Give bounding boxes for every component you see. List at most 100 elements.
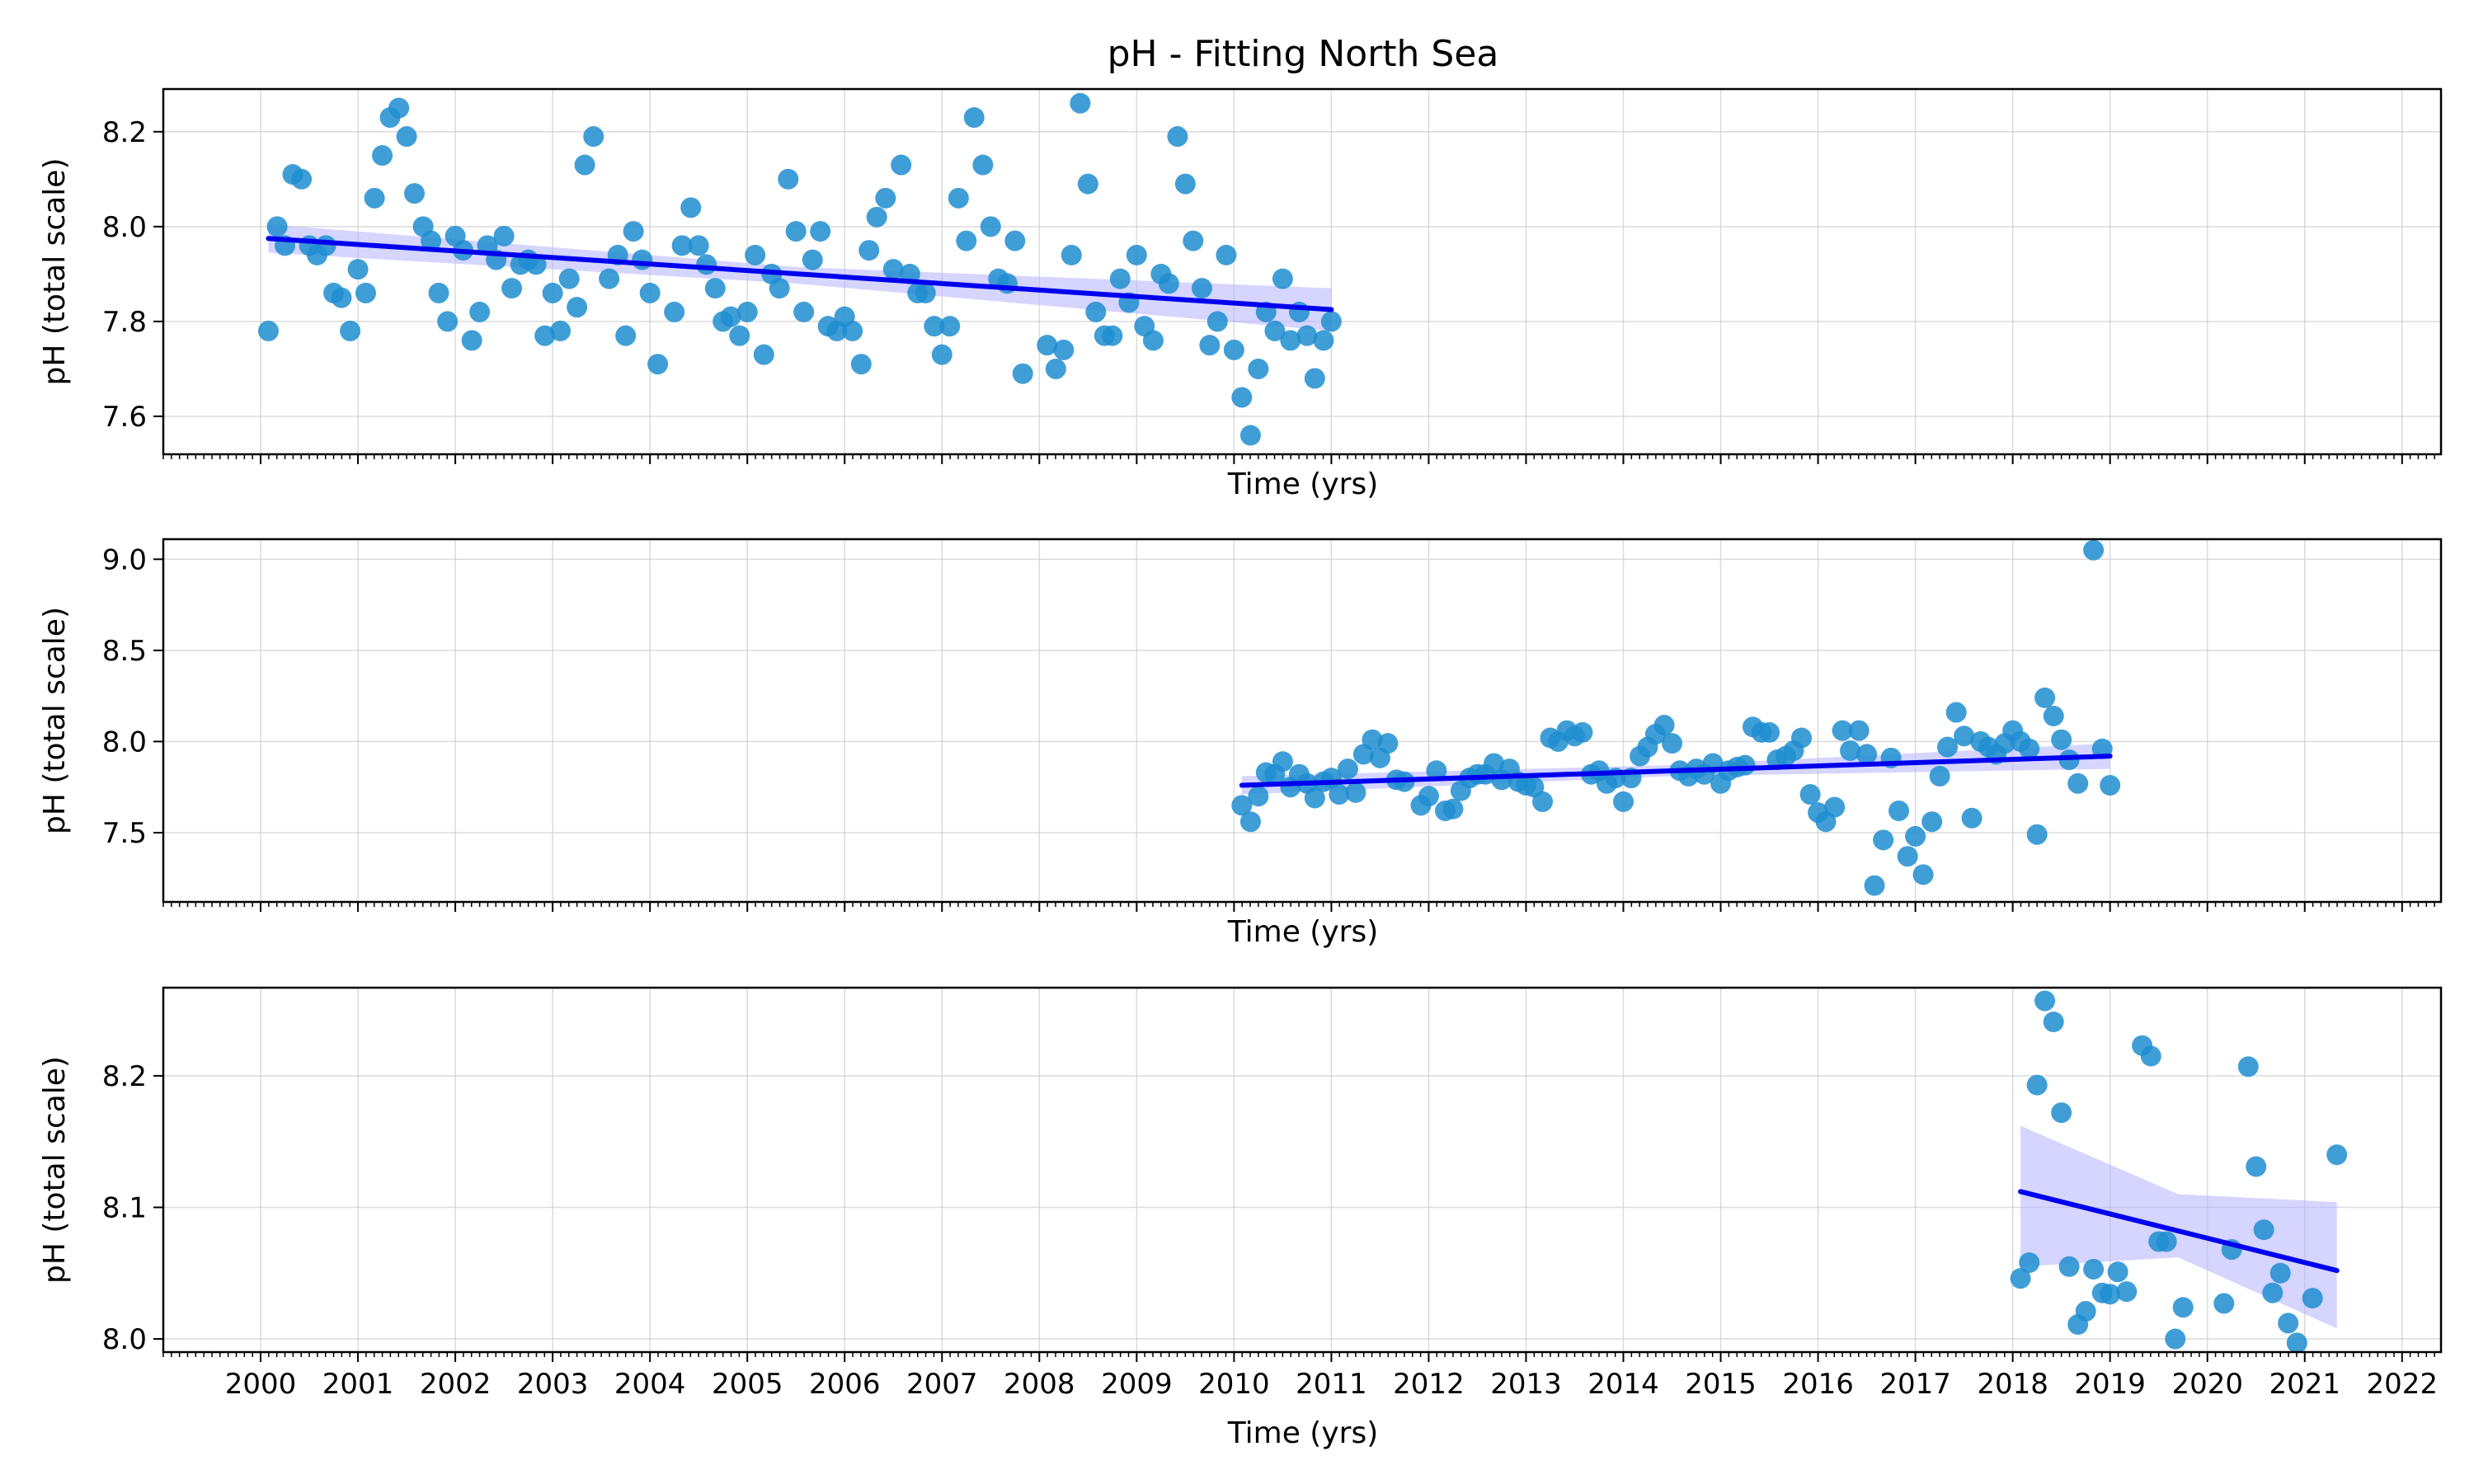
data-point	[1313, 330, 1334, 351]
data-point	[2326, 1144, 2348, 1166]
data-point	[1296, 325, 1318, 346]
data-point	[1888, 800, 1910, 821]
data-point	[355, 282, 377, 303]
data-point	[1191, 278, 1212, 299]
data-point	[2043, 1011, 2064, 1032]
data-point	[1126, 244, 1147, 265]
x-tick-label: 2000	[225, 1368, 297, 1401]
data-point	[2075, 1301, 2096, 1322]
data-point	[315, 235, 336, 256]
y-axis-label: pH (total scale)	[38, 607, 72, 834]
x-tick-label: 2001	[322, 1368, 394, 1401]
data-point	[875, 187, 896, 209]
data-point	[1264, 320, 1286, 341]
y-tick-label: 7.6	[102, 401, 147, 434]
data-point	[291, 168, 313, 190]
data-point	[2165, 1328, 2186, 1350]
data-point	[1840, 740, 1861, 761]
data-point	[1824, 796, 1846, 818]
data-point	[1183, 230, 1204, 251]
x-tick-label: 2006	[809, 1368, 881, 1401]
data-point	[671, 235, 693, 256]
data-point	[1945, 702, 1967, 723]
data-point	[1759, 721, 1780, 743]
data-point	[2026, 824, 2048, 845]
data-point	[623, 221, 644, 242]
data-point	[688, 235, 709, 256]
data-point	[632, 249, 653, 270]
data-point	[778, 168, 799, 190]
data-point	[1280, 330, 1301, 351]
data-point	[1158, 273, 1179, 294]
data-point	[257, 320, 279, 341]
data-point	[1216, 244, 1237, 265]
data-point	[2051, 1102, 2072, 1124]
data-point	[1109, 268, 1131, 289]
data-point	[850, 354, 872, 375]
data-point	[2213, 1293, 2235, 1314]
data-point	[1532, 791, 1554, 812]
data-point	[1142, 330, 1164, 351]
data-point	[793, 301, 815, 322]
data-point	[1045, 358, 1066, 379]
x-tick-label: 2017	[1879, 1368, 1951, 1401]
data-point	[396, 126, 417, 148]
data-point	[1272, 751, 1293, 773]
data-point	[2156, 1231, 2177, 1252]
data-point	[2172, 1297, 2194, 1318]
data-point	[939, 316, 961, 337]
data-point	[615, 325, 637, 346]
data-point	[1613, 791, 1634, 812]
data-point	[2100, 1284, 2121, 1305]
x-tick-label: 2011	[1296, 1368, 1367, 1401]
axes-frame	[162, 87, 2443, 456]
data-point	[428, 282, 449, 303]
data-point	[1037, 335, 1058, 356]
data-point	[1167, 126, 1188, 148]
data-point	[736, 301, 758, 322]
data-point	[1239, 425, 1261, 446]
data-point	[1206, 311, 1228, 332]
data-point	[1061, 244, 1082, 265]
subplot-2: 7.5 8.0 8.5 9.0 Time (yrs) pH (total scale)	[38, 538, 2443, 949]
data-point	[1873, 829, 1894, 851]
data-point	[1345, 782, 1366, 803]
data-point	[2253, 1219, 2274, 1241]
data-point	[866, 206, 887, 228]
data-point	[882, 259, 904, 280]
x-axis-label: Time (yrs)	[1227, 915, 1379, 949]
data-point	[2026, 1074, 2048, 1096]
data-point	[2083, 1258, 2105, 1280]
data-point	[2107, 1261, 2128, 1283]
data-point	[647, 354, 669, 375]
y-tick-label: 7.5	[102, 817, 147, 850]
data-point	[1070, 92, 1091, 114]
data-point	[1337, 758, 1358, 780]
data-point	[2100, 774, 2121, 796]
x-tick-label: 2019	[2074, 1368, 2146, 1401]
data-point	[501, 278, 523, 299]
data-point	[599, 268, 620, 289]
data-point	[469, 301, 491, 322]
data-point	[1442, 798, 1464, 819]
y-tick-label: 8.0	[102, 726, 147, 758]
chart-title: pH - Fitting North Sea	[1108, 33, 1499, 75]
x-tick-label: 2008	[1004, 1368, 1075, 1401]
data-point	[1929, 765, 1950, 787]
data-point	[2278, 1313, 2299, 1334]
data-point	[2083, 539, 2105, 561]
data-point	[1329, 784, 1350, 805]
data-point	[550, 320, 571, 341]
data-point	[769, 278, 790, 299]
data-point	[956, 230, 977, 251]
x-tick-label: 2021	[2269, 1368, 2340, 1401]
data-point	[704, 278, 726, 299]
data-point	[2140, 1045, 2161, 1067]
data-point	[2019, 1252, 2040, 1273]
data-point	[1848, 720, 1870, 741]
data-point	[1248, 358, 1269, 379]
data-point	[2262, 1282, 2284, 1303]
data-point	[266, 216, 288, 237]
data-point	[1937, 736, 1959, 758]
data-point	[534, 325, 556, 346]
